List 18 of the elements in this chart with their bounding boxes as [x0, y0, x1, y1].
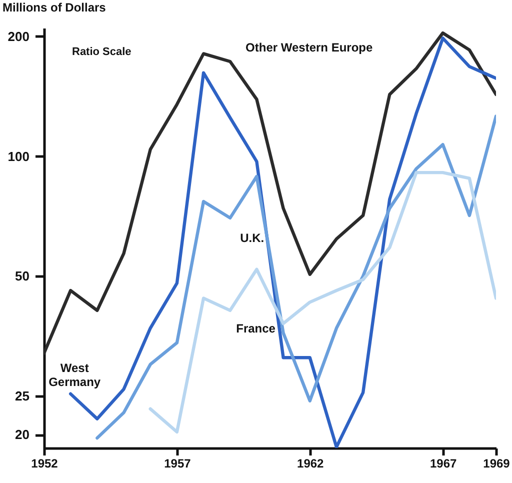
series-label: U.K.	[240, 230, 264, 245]
y-tick-label: 50	[15, 268, 30, 284]
x-tick-label: 1969	[483, 456, 510, 470]
series-label: West Germany	[48, 360, 101, 389]
y-axis-title: Millions of Dollars	[2, 0, 106, 14]
y-tick-label: 25	[15, 388, 30, 404]
y-tick-label: 20	[15, 427, 30, 442]
annotation: Ratio Scale	[72, 46, 132, 58]
x-tick-label: 1957	[164, 456, 192, 470]
series-label: Other Western Europe	[246, 40, 373, 55]
line-series	[44, 31, 496, 355]
x-tick-label: 1967	[430, 456, 457, 470]
x-tick-label: 1962	[297, 456, 324, 470]
x-tick-label: 1952	[31, 456, 58, 470]
line-series	[148, 170, 496, 434]
series-label: France	[236, 321, 276, 336]
y-tick-label: 200	[8, 28, 30, 44]
y-tick-label: 100	[8, 148, 30, 164]
